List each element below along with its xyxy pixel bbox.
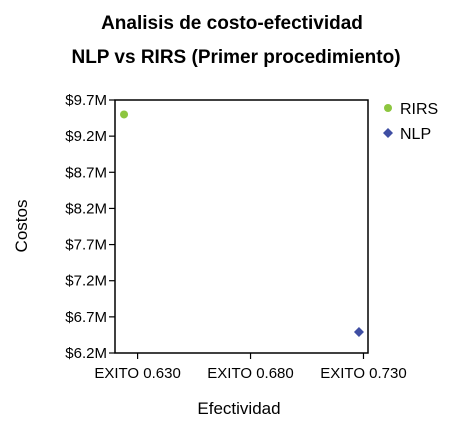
data-point-nlp: [353, 327, 364, 338]
legend-marker-rirs: [384, 104, 392, 112]
x-tick-label: EXITO 0.630: [94, 365, 180, 382]
legend-marker-nlp: [383, 128, 393, 138]
plot-area: [114, 99, 369, 354]
y-tick-label: $8.2M: [65, 200, 107, 217]
y-tick-label: $9.2M: [65, 128, 107, 145]
y-tick-label: $8.7M: [65, 164, 107, 181]
y-axis-label: Costos: [12, 200, 31, 253]
y-tick-label: $6.2M: [65, 345, 107, 362]
y-tick-label: $9.7M: [65, 92, 107, 109]
legend-label-rirs: RIRS: [400, 101, 438, 118]
x-axis-label: Efectividad: [197, 399, 280, 418]
y-axis: $9.7M $9.2M $8.7M $8.2M $7.7M $7.2M $6.7M $6.2M: [65, 92, 115, 362]
chart-title: Analisis de costo-efectividad: [101, 13, 363, 34]
chart-subtitle: NLP vs RIRS (Primer procedimiento): [71, 47, 400, 68]
x-axis: EXITO 0.630 EXITO 0.680 EXITO 0.730: [94, 353, 407, 382]
legend-label-nlp: NLP: [400, 126, 431, 143]
x-tick-label: EXITO 0.730: [320, 365, 406, 382]
x-tick-label: EXITO 0.680: [207, 365, 293, 382]
y-tick-label: $7.2M: [65, 273, 107, 290]
y-tick-label: $7.7M: [65, 237, 107, 254]
data-points: [120, 110, 364, 338]
y-tick-label: $6.7M: [65, 309, 107, 326]
data-point-rirs: [120, 110, 129, 119]
legend: RIRS NLP: [383, 101, 438, 143]
